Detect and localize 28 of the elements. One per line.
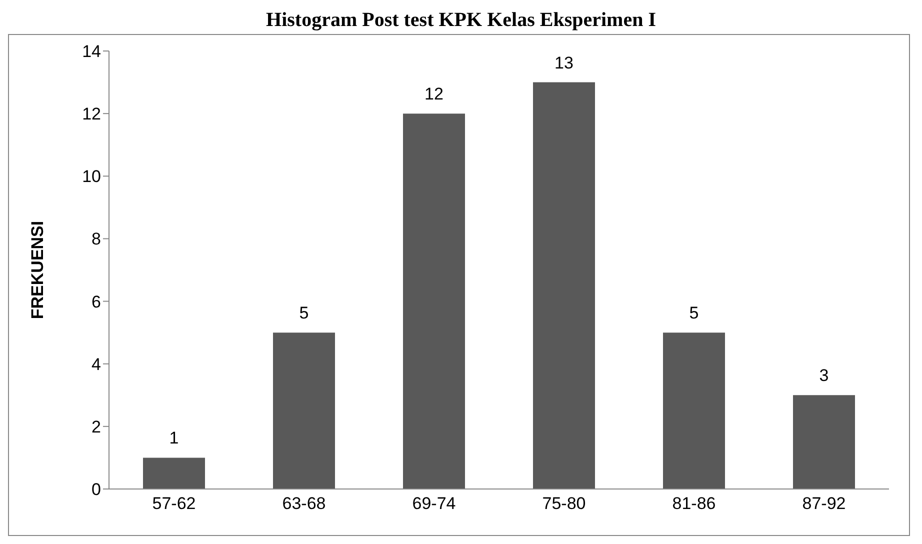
y-tick-label: 0 bbox=[92, 480, 101, 500]
data-label: 3 bbox=[819, 366, 829, 386]
y-axis-title: FREKUENSI bbox=[28, 220, 48, 320]
x-tick-label: 81-86 bbox=[672, 494, 716, 514]
bar bbox=[273, 332, 335, 489]
bar bbox=[533, 82, 595, 489]
data-label: 5 bbox=[689, 304, 699, 323]
x-tick-label: 69-74 bbox=[412, 494, 456, 514]
bar bbox=[663, 332, 725, 489]
bar bbox=[403, 114, 465, 489]
y-tick-label: 4 bbox=[92, 354, 101, 374]
x-tick-label: 87-92 bbox=[802, 494, 846, 514]
y-tick-label: 14 bbox=[82, 42, 101, 62]
bar bbox=[793, 395, 855, 489]
y-tick-label: 6 bbox=[92, 292, 101, 312]
x-tick-label: 63-68 bbox=[282, 494, 326, 514]
bar bbox=[143, 458, 205, 489]
x-tick-label: 57-62 bbox=[152, 494, 196, 514]
y-tick-label: 8 bbox=[92, 230, 101, 249]
y-tick-label: 10 bbox=[82, 167, 101, 186]
y-tick-label: 2 bbox=[92, 417, 101, 436]
y-tick-label: 12 bbox=[82, 104, 101, 124]
chart-title: Histogram Post test KPK Kelas Eksperimen I bbox=[265, 8, 657, 33]
x-tick-label: 75-80 bbox=[542, 494, 586, 514]
data-label: 1 bbox=[169, 428, 179, 448]
data-label: 13 bbox=[554, 53, 574, 72]
data-label: 5 bbox=[299, 304, 309, 323]
data-label: 12 bbox=[424, 84, 444, 104]
